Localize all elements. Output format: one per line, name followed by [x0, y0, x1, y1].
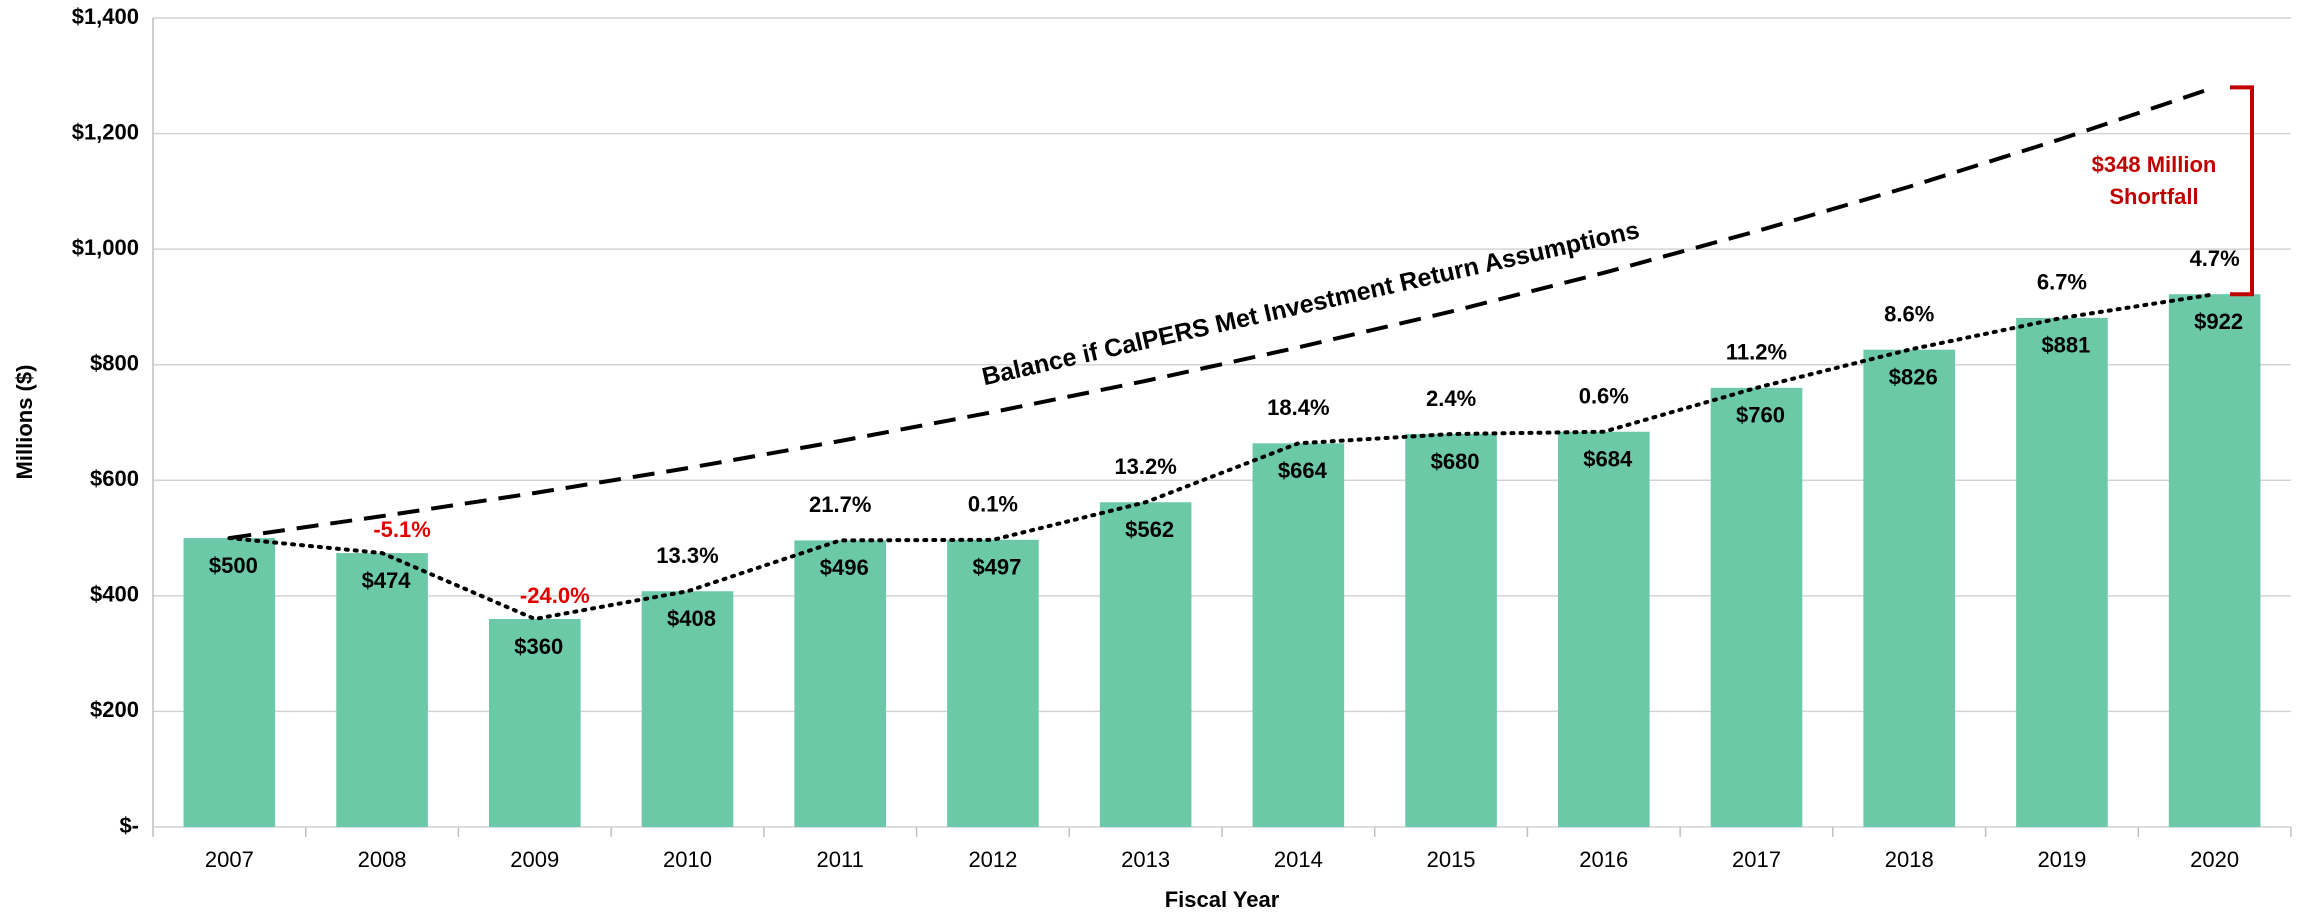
x-tick-label: 2007	[205, 847, 254, 872]
bar	[183, 538, 276, 827]
x-tick-label: 2017	[1732, 847, 1781, 872]
x-tick-label: 2012	[968, 847, 1017, 872]
y-tick-label: $600	[90, 466, 139, 491]
x-tick-label: 2014	[1274, 847, 1323, 872]
value-label: $500	[209, 553, 258, 578]
bar	[1710, 387, 1803, 827]
bar	[1863, 349, 1956, 827]
value-label: $496	[820, 555, 869, 580]
value-label: $497	[972, 555, 1021, 580]
shortfall-label: $348 Million	[2092, 152, 2217, 177]
bar	[641, 591, 734, 827]
return-label: 18.4%	[1267, 395, 1329, 420]
y-tick-label: $400	[90, 582, 139, 607]
value-label: $680	[1431, 449, 1480, 474]
value-label: $922	[2194, 309, 2243, 334]
return-label: 2.4%	[1426, 386, 1476, 411]
bar	[1099, 502, 1192, 827]
value-label: $826	[1889, 365, 1938, 390]
bar	[1557, 431, 1650, 827]
bar	[2168, 294, 2261, 828]
balance-line	[227, 292, 2217, 622]
x-tick-label: 2015	[1427, 847, 1476, 872]
x-tick-label: 2018	[1885, 847, 1934, 872]
bar	[488, 618, 581, 827]
return-label: 11.2%	[1726, 340, 1787, 365]
x-tick-label: 2013	[1121, 847, 1170, 872]
return-label: 21.7%	[809, 492, 871, 517]
bar	[1252, 443, 1345, 827]
x-tick-label: 2016	[1579, 847, 1628, 872]
return-label: 4.7%	[2190, 246, 2240, 271]
x-tick-label: 2010	[663, 847, 712, 872]
value-label: $408	[667, 606, 716, 631]
return-label: -5.1%	[373, 517, 430, 542]
y-tick-label: $800	[90, 351, 139, 376]
value-label: $684	[1583, 447, 1633, 472]
return-label: 6.7%	[2037, 270, 2087, 295]
return-label: 13.3%	[656, 543, 718, 568]
return-label: 0.6%	[1579, 384, 1629, 409]
y-tick-label: $1,200	[72, 119, 139, 144]
y-tick-label: $1,400	[72, 4, 139, 29]
x-tick-label: 2020	[2190, 847, 2239, 872]
y-tick-label: $200	[90, 697, 139, 722]
x-tick-label: 2019	[2037, 847, 2086, 872]
return-label: 13.2%	[1114, 454, 1176, 479]
return-label: -24.0%	[520, 583, 590, 608]
y-tick-label: $-	[119, 813, 139, 838]
value-label: $474	[362, 568, 412, 593]
bar	[1405, 434, 1497, 827]
x-tick-label: 2009	[510, 847, 559, 872]
shortfall-label: Shortfall	[2109, 184, 2198, 209]
bar	[794, 540, 887, 827]
value-label: $360	[514, 634, 563, 659]
x-axis-title: Fiscal Year	[1165, 887, 1280, 912]
x-tick-label: 2008	[358, 847, 407, 872]
return-label: 0.1%	[968, 492, 1018, 517]
y-axis-title: Millions ($)	[12, 365, 37, 480]
bar	[947, 539, 1039, 827]
x-tick-label: 2011	[817, 847, 864, 872]
shortfall-bracket	[2230, 85, 2254, 297]
y-tick-label: $1,000	[72, 235, 139, 260]
bar	[336, 553, 428, 827]
value-label: $760	[1736, 403, 1785, 428]
value-label: $664	[1278, 458, 1328, 483]
bar	[2016, 317, 2108, 827]
value-label: $562	[1125, 517, 1174, 542]
value-label: $881	[2041, 333, 2090, 358]
return-label: 8.6%	[1884, 302, 1934, 327]
